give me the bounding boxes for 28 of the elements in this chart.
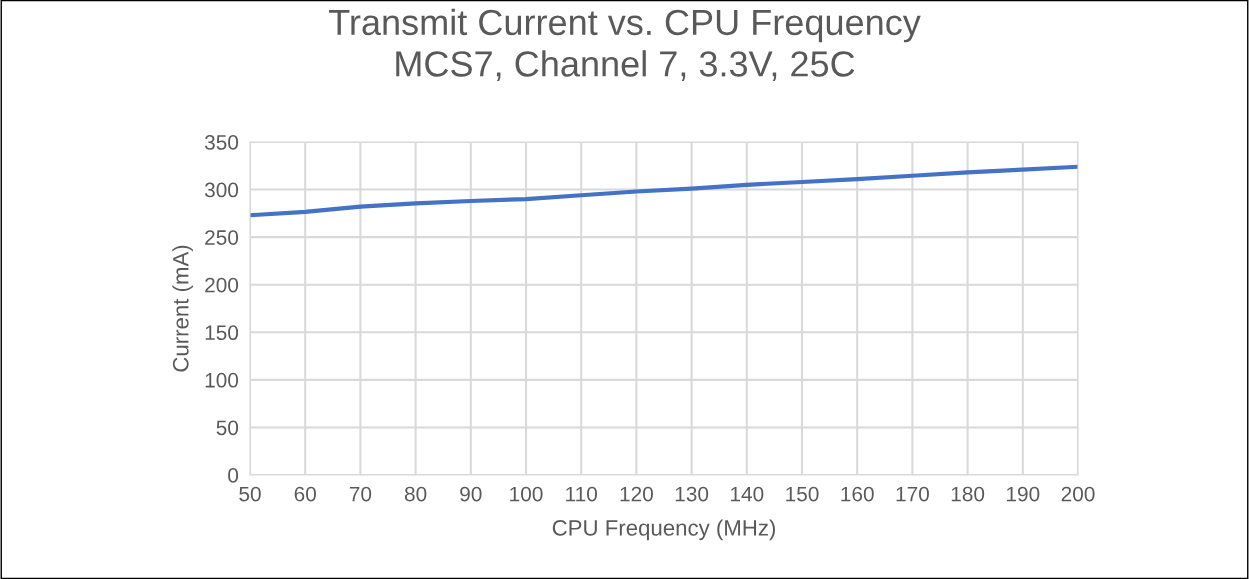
- x-tick-label: 100: [510, 486, 543, 502]
- x-tick-label: 120: [620, 486, 653, 502]
- line-series: [250, 164, 1078, 218]
- x-tick-label: 140: [731, 486, 764, 502]
- x-tick-label: 170: [896, 486, 929, 502]
- x-tick-label: 180: [951, 486, 985, 502]
- y-tick-label: 50: [216, 420, 239, 436]
- x-axis-title: CPU Frequency (MHz): [552, 519, 775, 541]
- x-tick-label: 50: [239, 486, 261, 502]
- y-tick-label: 250: [205, 230, 239, 245]
- y-tick-label: 200: [205, 277, 239, 293]
- y-tick-label: 300: [204, 182, 239, 198]
- x-tick-label: 200: [1061, 486, 1095, 502]
- x-tick-label: 160: [841, 486, 874, 502]
- y-tick-label: 0: [228, 468, 239, 483]
- y-tick-label: 350: [204, 135, 239, 150]
- x-tick-label: 150: [786, 486, 819, 502]
- x-tick-label: 80: [404, 486, 427, 502]
- x-tick-label: 110: [566, 486, 597, 502]
- chart-title: Transmit Current vs. CPU Frequency MCS7, Channel 7, 3.3V, 25C: [329, 8, 921, 81]
- y-tick-label: 100: [205, 372, 239, 388]
- x-tick-label: 60: [294, 486, 316, 502]
- y-tick-label: 150: [205, 325, 239, 341]
- x-tick-label: 70: [349, 486, 372, 502]
- x-tick-label: 190: [1007, 486, 1040, 502]
- x-tick-label: 130: [675, 486, 709, 502]
- x-tick-label: 90: [460, 486, 482, 502]
- y-axis-title: Current (mA): [172, 245, 194, 372]
